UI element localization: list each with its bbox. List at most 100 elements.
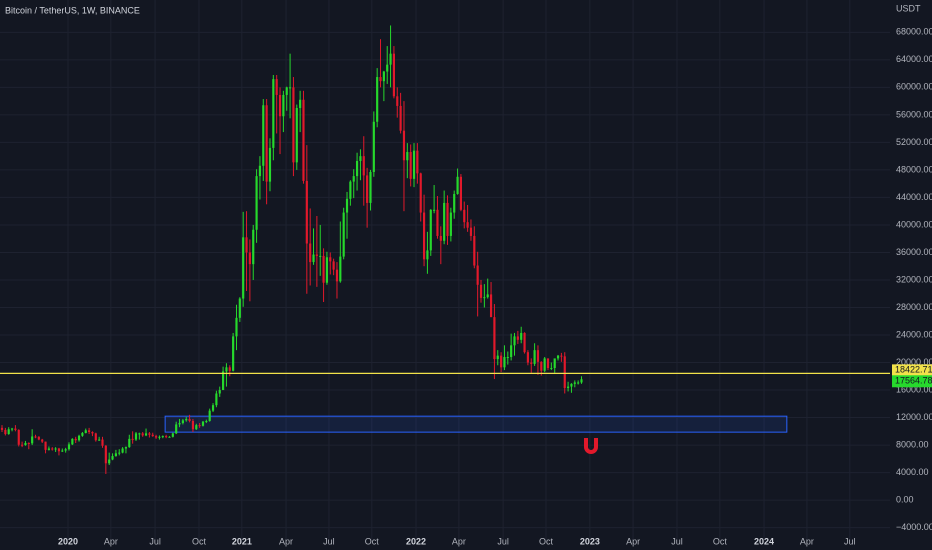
candle-body (285, 87, 288, 95)
candle-body (235, 317, 238, 337)
candle-body (372, 121, 375, 172)
x-tick-label: Jul (844, 536, 856, 546)
candle-body (486, 294, 489, 298)
candle-body (412, 150, 416, 179)
y-tick-label: 52000.00 (896, 137, 932, 147)
candle-body (272, 79, 275, 148)
candle-body (546, 358, 550, 369)
candle-body (332, 261, 335, 270)
candle-body (560, 355, 563, 357)
candle-body (47, 448, 50, 450)
candle-body (526, 352, 529, 363)
candle-body (215, 393, 218, 406)
candle-body (98, 439, 101, 441)
candle-body (503, 357, 506, 368)
candle-body (7, 429, 10, 435)
candle-body (84, 430, 87, 434)
candle-body (278, 94, 282, 117)
candle-body (81, 433, 84, 436)
price-line-tag (892, 364, 932, 377)
last-price-tag (892, 375, 932, 388)
candle-body (553, 358, 556, 369)
candle-body (366, 175, 369, 203)
candle-body (543, 358, 546, 371)
candle-body (258, 165, 262, 177)
candle-body (443, 202, 446, 241)
candle-body (151, 434, 154, 437)
y-tick-label: 20000.00 (896, 357, 932, 367)
magnet (584, 438, 598, 454)
candle-body (456, 176, 459, 194)
candle-body (329, 257, 332, 262)
candle-body (352, 176, 355, 182)
candle-body (570, 383, 573, 387)
magnet-icon (584, 438, 598, 454)
y-tick-label: 32000.00 (896, 274, 932, 284)
candle-body (567, 386, 570, 388)
candle-body (248, 252, 251, 265)
candle-body (118, 452, 121, 454)
x-tick-label: Apr (279, 536, 293, 546)
candle-body (134, 433, 138, 440)
candle-body (339, 256, 342, 282)
y-tick-label: 12000.00 (896, 412, 932, 422)
candle-body (138, 433, 141, 435)
x-tick-label: Jul (323, 536, 335, 546)
candle-body (295, 108, 298, 163)
candle-body (91, 432, 94, 434)
candle-body (489, 294, 493, 318)
candle-body (168, 436, 171, 438)
candle-body (469, 227, 473, 236)
last-price-label: 17564.78 (895, 376, 932, 386)
y-tick-label: 36000.00 (896, 247, 932, 257)
x-tick-label: Oct (539, 536, 554, 546)
y-tick-label: 28000.00 (896, 302, 932, 312)
candle-body (195, 425, 198, 430)
y-tick-label: −4000.00 (896, 522, 932, 532)
candle-body (459, 176, 462, 210)
price-line-label: 18422.71 (895, 365, 932, 375)
candle-body (208, 410, 211, 421)
candle-body (449, 212, 452, 236)
candle-body (349, 181, 352, 199)
candle-body (362, 156, 365, 176)
candle-body (483, 297, 486, 299)
x-tick-label: Apr (104, 536, 118, 546)
candle-body (51, 448, 54, 450)
candle-body (312, 254, 315, 263)
candle-body (369, 171, 372, 203)
candle-body (305, 180, 308, 244)
candle-body (322, 255, 325, 283)
candle-body (446, 202, 449, 236)
y-tick-label: 48000.00 (896, 164, 932, 174)
candle-body (536, 350, 540, 362)
candle-body (473, 235, 476, 266)
candle-body (396, 96, 399, 106)
candle-body (476, 265, 479, 285)
candle-body (77, 435, 81, 441)
candle-body (188, 418, 191, 421)
candle-body (158, 436, 161, 438)
candle-body (94, 433, 97, 441)
candle-body (309, 243, 312, 263)
candle-body (262, 105, 265, 166)
candle-body (282, 94, 285, 117)
candle-body (292, 87, 295, 163)
candle-body (520, 332, 523, 340)
candle-body (34, 436, 37, 438)
candle-body (64, 449, 67, 451)
candle-body (148, 433, 151, 435)
grid (0, 0, 890, 540)
candle-body (422, 212, 426, 260)
x-tick-label: Oct (365, 536, 380, 546)
candle-body (211, 405, 215, 411)
x-tick-label: Apr (452, 536, 466, 546)
candle-body (205, 420, 208, 422)
candle-body (523, 332, 526, 353)
candle-body (88, 430, 91, 432)
candle-body (556, 355, 560, 359)
y-tick-label: 40000.00 (896, 219, 932, 229)
y-tick-label: 68000.00 (896, 27, 932, 37)
